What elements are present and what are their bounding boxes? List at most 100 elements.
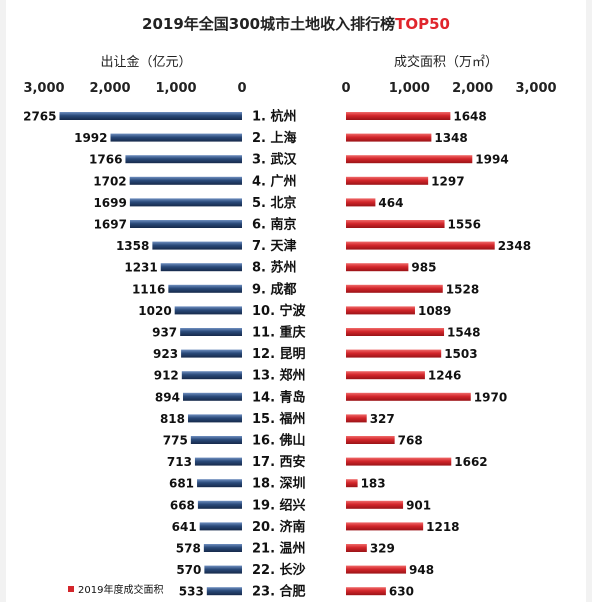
revenue-bar: [168, 284, 242, 293]
revenue-value-label: 1020: [138, 304, 171, 318]
bar-row: 1992 2. 上海 1348: [74, 130, 468, 146]
bar-row: 1020 10. 宁波 1089: [138, 303, 451, 319]
left-tick-label: 1,000: [155, 81, 196, 96]
bar-row: 818 15. 福州 327: [160, 411, 395, 427]
area-bar: [346, 241, 495, 250]
area-bar: [346, 328, 445, 336]
chart-title: 2019年全国300城市土地收入排行榜TOP50: [142, 15, 450, 33]
revenue-bar: [160, 263, 242, 272]
revenue-bar: [203, 544, 242, 552]
area-value-label: 1548: [447, 326, 480, 340]
city-label: 17. 西安: [252, 454, 306, 470]
area-value-label: 327: [370, 412, 395, 426]
legend-swatch: [68, 586, 74, 592]
revenue-value-label: 1358: [116, 239, 149, 253]
revenue-value-label: 2765: [23, 110, 56, 124]
bar-row: 681 18. 深圳 183: [169, 476, 386, 492]
revenue-bar: [181, 371, 242, 380]
city-label: 11. 重庆: [252, 325, 306, 341]
right-axis-ticks: 0 1,000 2,000 3,000: [341, 81, 556, 96]
area-value-label: 1556: [448, 218, 481, 232]
city-label: 3. 武汉: [252, 152, 298, 168]
revenue-value-label: 1699: [93, 196, 126, 210]
revenue-value-label: 641: [172, 520, 197, 534]
right-tick-label: 0: [341, 81, 350, 96]
revenue-value-label: 1116: [132, 282, 165, 296]
bar-row: 894 14. 青岛 1970: [155, 389, 507, 405]
left-axis-ticks: 3,000 2,000 1,000 0: [23, 81, 246, 96]
revenue-value-label: 1702: [93, 174, 126, 188]
left-tick-label: 0: [237, 81, 246, 96]
bar-row: 578 21. 温州 329: [176, 542, 395, 557]
city-label: 16. 佛山: [252, 433, 306, 449]
area-value-label: 1528: [446, 282, 479, 296]
revenue-bar: [129, 198, 242, 207]
legend: 2019年度成交面积: [68, 583, 163, 596]
area-bar: [346, 133, 432, 142]
area-value-label: 464: [378, 196, 403, 210]
area-value-label: 630: [389, 585, 414, 599]
revenue-bar: [182, 392, 242, 401]
revenue-bar: [194, 457, 242, 466]
right-tick-label: 3,000: [515, 81, 556, 96]
bar-row: 2765 1. 杭州 1648: [23, 109, 487, 125]
area-bar: [346, 349, 442, 358]
revenue-bar: [206, 587, 242, 596]
bar-row: 1697 6. 南京 1556: [94, 217, 481, 233]
revenue-value-label: 570: [176, 563, 201, 577]
bar-row: 1116 9. 成都 1528: [132, 281, 479, 297]
area-bar: [346, 392, 471, 401]
area-bar: [346, 112, 451, 120]
revenue-value-label: 937: [152, 326, 177, 340]
revenue-bar: [59, 112, 243, 120]
chart: 2019年全国300城市土地收入排行榜TOP50 出让金（亿元） 成交面积（万㎡…: [23, 15, 556, 600]
city-label: 2. 上海: [252, 130, 297, 146]
city-label: 15. 福州: [252, 411, 306, 427]
area-bar: [346, 457, 452, 466]
revenue-bar: [152, 241, 242, 250]
city-label: 18. 深圳: [252, 476, 306, 492]
right-axis-title: 成交面积（万㎡）: [394, 54, 498, 70]
revenue-bar: [129, 220, 242, 228]
area-value-label: 1662: [454, 455, 487, 469]
city-label: 1. 杭州: [252, 109, 297, 125]
bar-row: 668 19. 绍兴 901: [170, 497, 431, 513]
right-tick-label: 2,000: [452, 81, 493, 96]
bar-row: 1358 7. 天津 2348: [116, 238, 531, 254]
revenue-value-label: 894: [155, 390, 180, 404]
bar-row: 533 23. 合肥 630: [179, 584, 414, 600]
revenue-value-label: 681: [169, 477, 194, 491]
revenue-bar: [204, 565, 242, 574]
area-value-label: 329: [370, 542, 395, 556]
bar-row: 1231 8. 苏州 985: [124, 260, 436, 276]
city-label: 22. 长沙: [252, 562, 306, 578]
revenue-bar: [125, 155, 242, 164]
revenue-value-label: 533: [179, 585, 204, 599]
area-value-label: 1089: [418, 304, 451, 318]
area-bar: [346, 587, 386, 596]
area-bar: [346, 565, 407, 574]
bar-row: 570 22. 长沙 948: [176, 562, 434, 578]
bar-row: 1702 4. 广州 1297: [93, 173, 464, 189]
revenue-bar: [197, 500, 242, 509]
area-bar: [346, 155, 473, 164]
area-value-label: 901: [406, 498, 431, 512]
city-label: 8. 苏州: [252, 260, 297, 276]
area-value-label: 948: [409, 563, 434, 577]
bar-row: 1699 5. 北京 464: [93, 195, 403, 211]
area-value-label: 1246: [428, 369, 461, 383]
revenue-bar: [199, 522, 242, 531]
area-bar: [346, 220, 445, 228]
city-label: 6. 南京: [252, 217, 297, 233]
city-label: 20. 济南: [252, 519, 306, 535]
city-label: 12. 昆明: [252, 346, 306, 362]
revenue-bar: [129, 176, 242, 185]
revenue-value-label: 1697: [94, 218, 127, 232]
right-tick-label: 1,000: [389, 81, 430, 96]
city-label: 21. 温州: [252, 542, 306, 557]
area-bar: [346, 371, 425, 380]
city-label: 14. 青岛: [252, 389, 306, 405]
bar-row: 713 17. 西安 1662: [167, 454, 488, 470]
bar-row: 775 16. 佛山 768: [163, 433, 423, 449]
